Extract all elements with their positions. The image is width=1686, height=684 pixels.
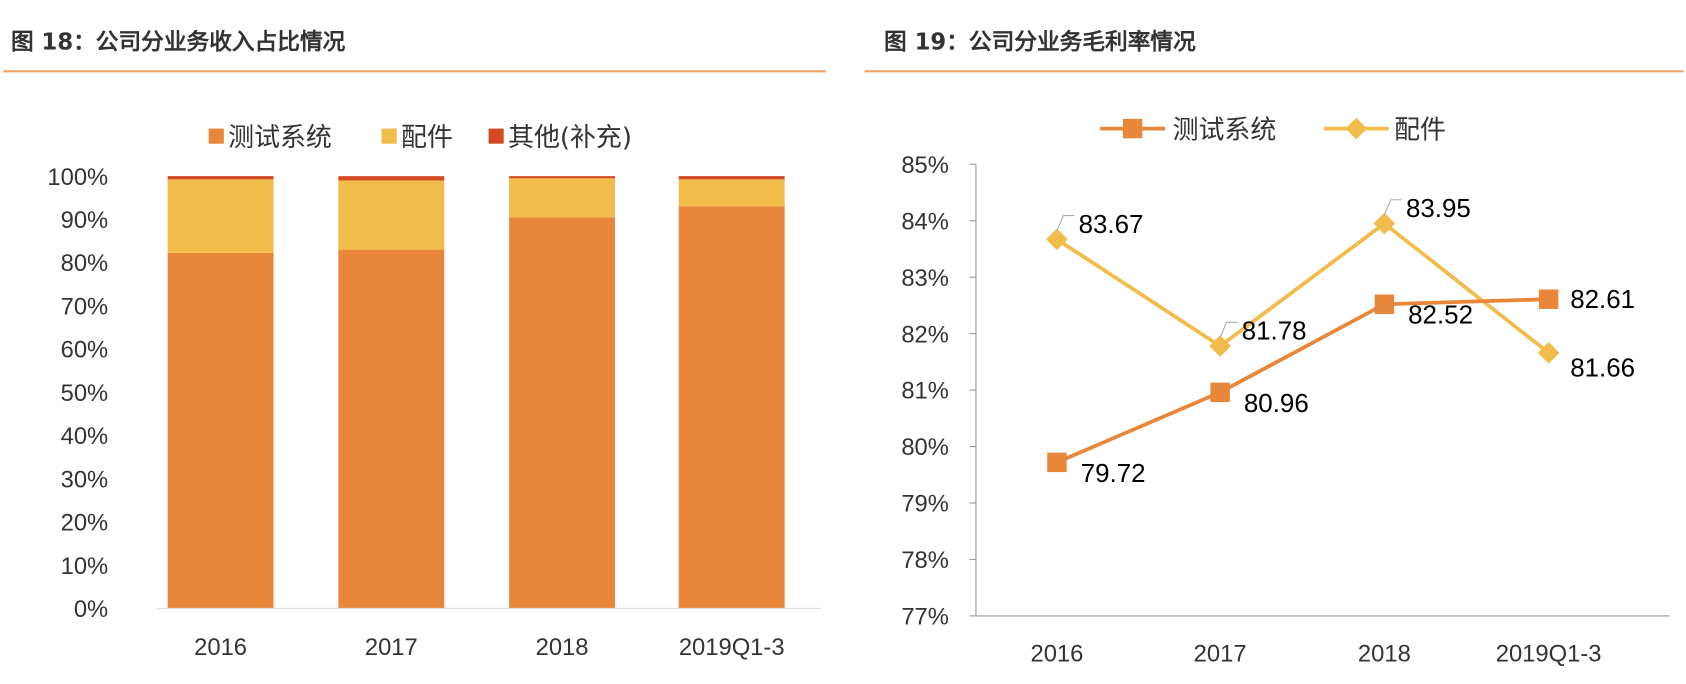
- bar-segment: [678, 206, 785, 609]
- chart-title-right: 图 19：公司分业务毛利率情况: [884, 29, 1196, 56]
- x-tick-label: 2017: [365, 634, 418, 661]
- data-label: 82.52: [1408, 302, 1473, 330]
- label-leader-line: [1056, 215, 1075, 231]
- y-tick-label: 81%: [901, 378, 949, 405]
- bar-segment: [509, 217, 615, 609]
- x-tick-label: 2019Q1-3: [679, 634, 785, 661]
- y-tick-label: 80%: [901, 434, 949, 461]
- bar-segment: [678, 176, 785, 180]
- legend-swatch: [488, 128, 504, 144]
- y-tick-label: 82%: [901, 321, 949, 348]
- bar-segment: [167, 179, 274, 253]
- data-point-marker: [1210, 382, 1230, 403]
- x-tick-label: 2016: [1031, 640, 1084, 667]
- data-point-marker: [1122, 118, 1143, 139]
- legend-label: 配件: [1394, 115, 1446, 145]
- data-point-marker: [1345, 117, 1368, 140]
- y-tick-label: 85%: [901, 152, 949, 179]
- legend-label: 其他(补充): [508, 123, 632, 153]
- legend-swatch: [208, 128, 224, 144]
- bar-segment: [167, 176, 274, 180]
- label-leader-line: [1383, 199, 1402, 216]
- y-tick-label: 77%: [901, 604, 949, 631]
- x-tick-label: 2018: [1358, 640, 1411, 667]
- bar-segment: [509, 176, 615, 179]
- bar-segment: [509, 178, 615, 218]
- label-leader-line: [1219, 321, 1238, 338]
- data-label: 83.95: [1406, 195, 1471, 223]
- y-tick-label: 79%: [901, 491, 949, 518]
- y-tick-label: 60%: [61, 337, 109, 364]
- x-tick-label: 2018: [536, 634, 589, 661]
- y-tick-label: 80%: [61, 250, 109, 277]
- data-label: 79.72: [1081, 460, 1146, 488]
- bar-segment: [338, 176, 445, 181]
- legend-label: 测试系统: [1173, 115, 1277, 145]
- bar-segment: [338, 249, 445, 609]
- x-tick-label: 2016: [194, 634, 247, 661]
- bar-segment: [167, 252, 274, 609]
- chart-title-left: 图 18：公司分业务收入占比情况: [11, 29, 346, 56]
- data-point-marker: [1537, 342, 1560, 364]
- y-tick-label: 50%: [61, 380, 109, 407]
- bar-segment: [678, 179, 785, 207]
- data-label: 82.61: [1570, 286, 1635, 314]
- y-tick-label: 100%: [47, 164, 108, 191]
- legend-swatch: [381, 128, 397, 144]
- data-point-marker: [1047, 452, 1067, 473]
- data-label: 80.96: [1244, 390, 1309, 418]
- y-tick-label: 20%: [61, 510, 109, 537]
- data-point-marker: [1046, 228, 1068, 251]
- x-tick-label: 2017: [1194, 640, 1247, 667]
- bar-segment: [338, 180, 445, 250]
- x-tick-label: 2019Q1-3: [1496, 640, 1602, 667]
- series-line: [1055, 221, 1550, 355]
- y-tick-label: 0%: [74, 596, 108, 623]
- y-tick-label: 84%: [901, 208, 949, 235]
- y-tick-label: 83%: [901, 265, 949, 292]
- y-tick-label: 78%: [901, 547, 949, 574]
- data-label: 81.78: [1242, 318, 1307, 346]
- y-tick-label: 70%: [61, 293, 109, 320]
- data-point-marker: [1374, 294, 1395, 314]
- y-tick-label: 10%: [61, 553, 109, 580]
- data-label: 81.66: [1570, 355, 1635, 383]
- legend-label: 配件: [401, 123, 453, 153]
- legend-label: 测试系统: [228, 123, 332, 153]
- data-point-marker: [1373, 212, 1396, 235]
- data-point-marker: [1538, 289, 1559, 309]
- series-line: [1056, 297, 1549, 465]
- y-tick-label: 40%: [61, 423, 109, 450]
- data-label: 83.67: [1079, 211, 1144, 239]
- y-tick-label: 90%: [61, 207, 109, 234]
- y-tick-label: 30%: [61, 466, 109, 493]
